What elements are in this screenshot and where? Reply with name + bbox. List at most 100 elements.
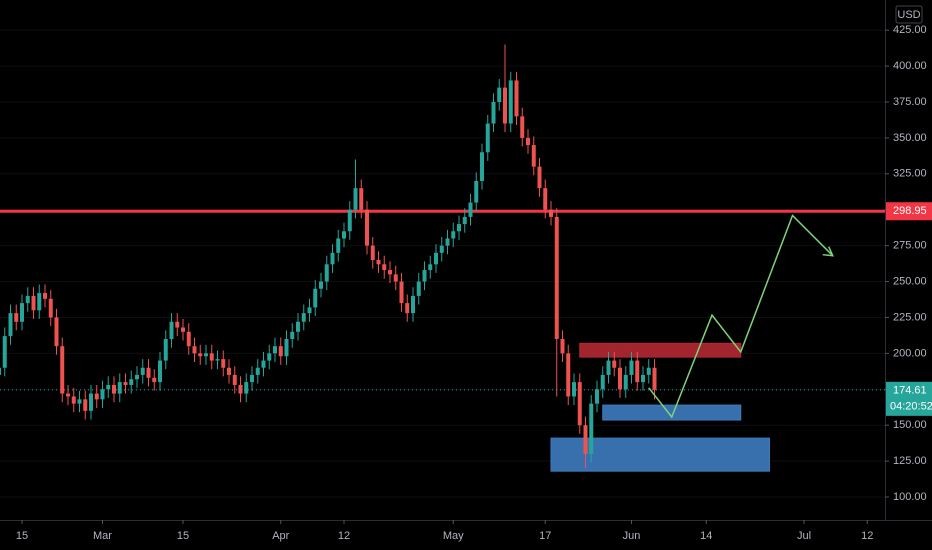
candle-body [336,238,341,253]
candle-body [238,384,243,394]
candle-body [290,331,295,340]
y-tick-label: 150.00 [893,419,927,431]
candle-body [342,231,346,239]
candle-body [83,399,88,411]
candle-body [623,374,628,390]
candle-body [135,374,139,380]
currency: USD [897,9,920,21]
x-tick-label: 12 [861,530,873,542]
candle-body [549,209,553,217]
x-tick-label: 17 [539,530,551,542]
candle-body [198,353,203,357]
projection-arrowhead [822,246,834,257]
x-tick-label: Jun [623,530,641,542]
candle-body [388,270,392,275]
candle-body [296,321,300,332]
candle-body [43,293,47,299]
x-tick-label: May [443,530,464,542]
candle-body [158,360,162,383]
candle-body [313,288,318,308]
candle-body [503,87,507,124]
candle-body [94,393,99,400]
candle-body [0,367,1,375]
candle-body [531,145,536,167]
candle-body [439,245,444,253]
y-tick-label: 350.00 [893,132,927,144]
candle-body [554,216,559,340]
y-tick-label: 400.00 [893,60,927,72]
candle-body [405,303,410,314]
candle-body [393,274,398,282]
y-tick-label: 125.00 [893,455,927,467]
candle-body [221,359,226,368]
candle-body [606,360,611,375]
last-price-label: 174.61 [893,385,927,397]
candle-body [14,313,19,322]
last-price-tag [886,381,932,416]
candle-body [319,281,323,289]
candle-body [106,384,111,390]
candle-body [267,353,272,361]
candle-body [8,313,13,337]
candle-body [117,382,122,394]
candle-body [261,360,266,368]
candle-body [66,393,70,397]
candle-body [485,123,490,153]
y-tick-label: 425.00 [893,24,927,36]
candle-body [370,245,375,260]
candle-body [474,180,479,203]
candle-body [48,298,53,318]
zone [579,342,742,358]
x-tick-label: 14 [700,530,712,542]
candle-body [365,209,369,246]
candle-body [255,367,260,375]
projection-path [648,214,834,419]
candle-body [422,270,427,282]
candle-body [359,188,364,210]
y-tick-label: 225.00 [893,311,927,323]
currency-box [895,5,923,24]
candle-body [577,382,582,426]
candle-body [273,346,277,354]
countdown: 04:20:52 [890,401,932,413]
candle-body [629,360,634,375]
candle-body [416,281,421,296]
candle-body [572,382,576,397]
y-tick-label: 275.00 [893,240,927,252]
candle-body [411,295,415,314]
candle-body [497,87,502,102]
candle-body [140,367,145,375]
candle-body [25,295,30,304]
candle-body [537,166,542,189]
candle-body [445,238,450,246]
candle-body [480,152,484,181]
x-tick-label: 15 [16,530,28,542]
candle-body [152,377,157,383]
candle-body [526,137,530,146]
candle-body [20,303,24,322]
candle-body [324,264,329,282]
x-tick-label: 15 [177,530,189,542]
candle-body [146,367,151,378]
candle-body [612,360,617,368]
candle-body [399,281,404,304]
candle-body [347,209,352,232]
candle-body [307,307,312,314]
candle-body [192,346,197,354]
candle-body [600,374,605,390]
candle-body [250,374,254,383]
candle-body [163,339,168,361]
candle-body [204,353,208,357]
candle-body [186,331,191,347]
candle-body [123,382,128,385]
candle-body [54,317,59,347]
candle-body [89,393,93,411]
candle-body [451,231,456,239]
candle-body [434,252,438,265]
candle-body [589,403,594,454]
candle-body [508,80,513,124]
candle-body [175,321,180,328]
candle-body [330,252,335,265]
candle-body [169,321,174,340]
